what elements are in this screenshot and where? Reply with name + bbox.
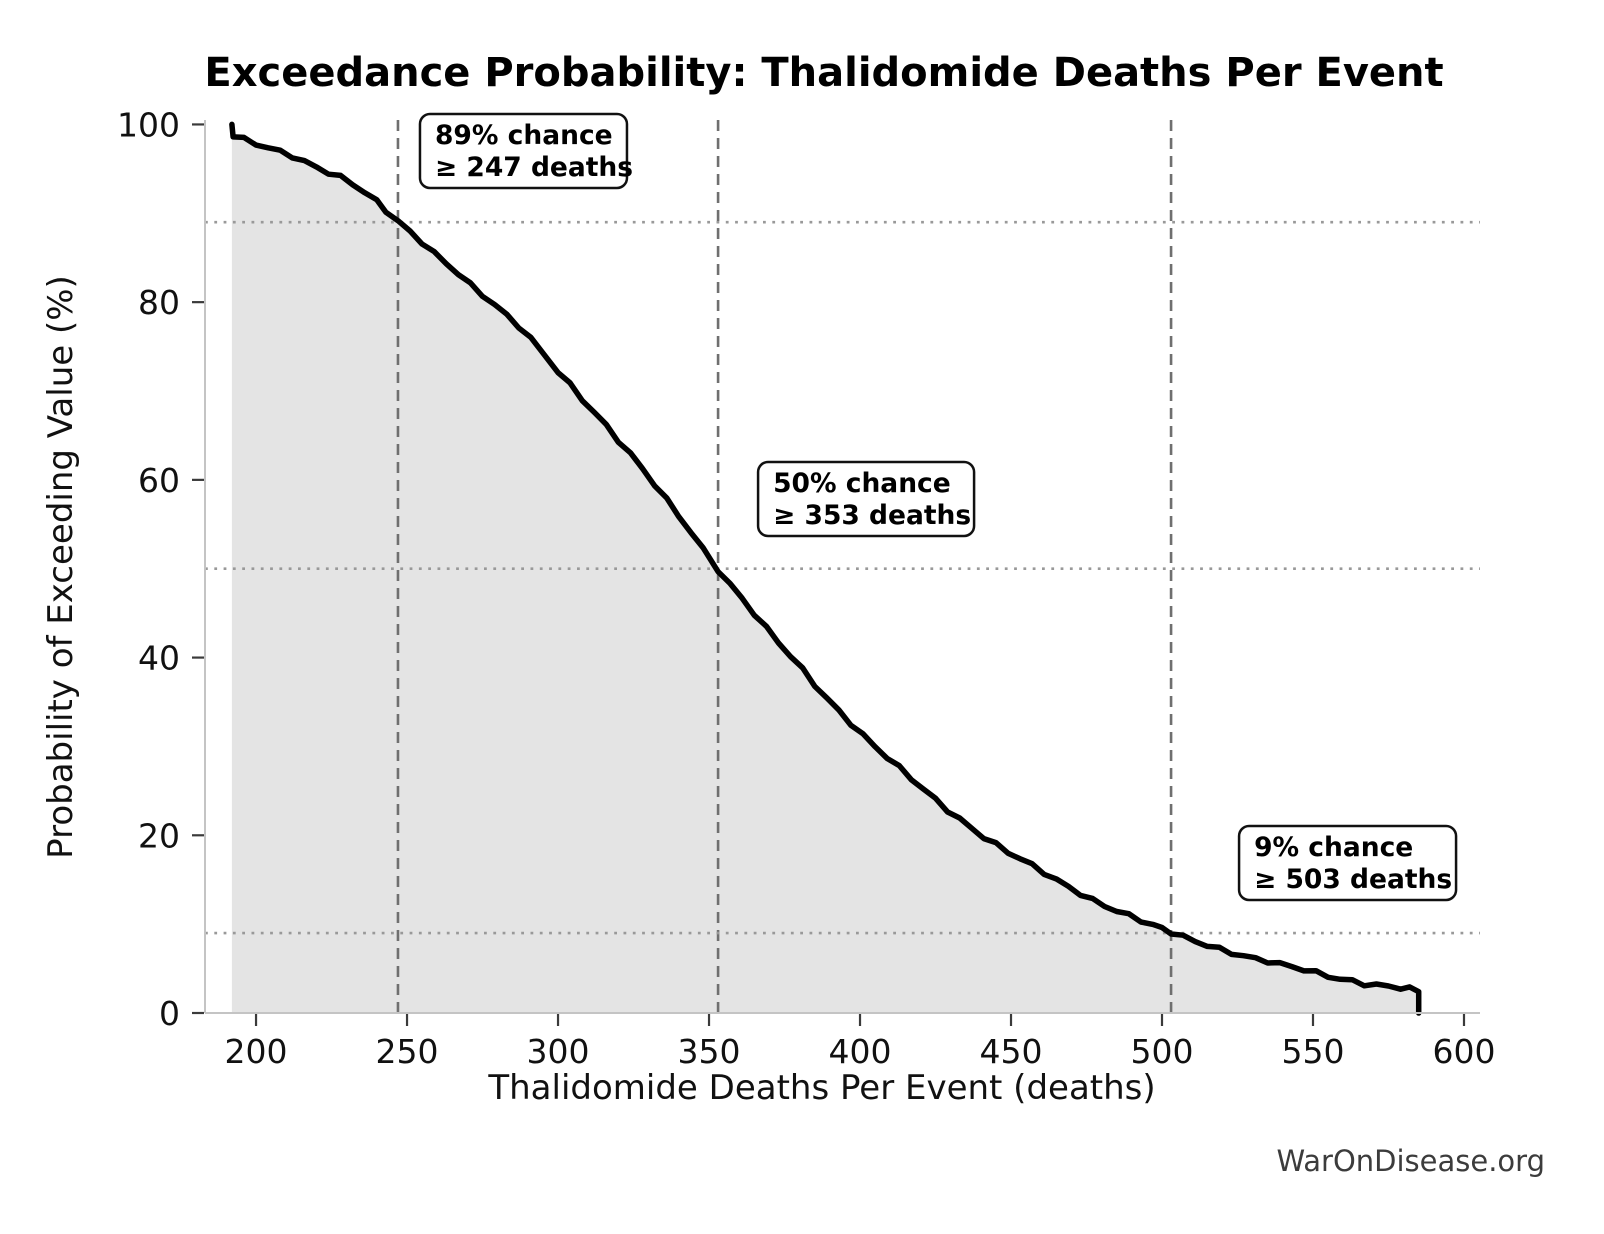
- x-axis-label: Thalidomide Deaths Per Event (deaths): [487, 1068, 1155, 1108]
- x-tick-label: 400: [829, 1032, 892, 1071]
- y-axis-label: Probability of Exceeding Value (%): [41, 275, 81, 859]
- x-tick-label: 550: [1281, 1032, 1344, 1071]
- reference-lines-group: [205, 120, 1480, 1013]
- annotation-label: ≥ 247 deaths: [435, 152, 633, 183]
- x-tick-label: 450: [980, 1032, 1043, 1071]
- curve-fill: [231, 124, 1419, 1013]
- exceedance-curve: [229, 121, 1422, 1016]
- x-tick-label: 300: [527, 1032, 590, 1071]
- curve-fill-group: [231, 124, 1419, 1013]
- x-tick-label: 250: [376, 1032, 439, 1071]
- annotation-box-247: [418, 112, 629, 190]
- y-tick-label: 40: [138, 639, 180, 678]
- annotation-label: ≥ 353 deaths: [773, 500, 971, 531]
- axes-group: 200 250 300 350 400 450 500 550 600 0 20 40 60 80 100: [117, 105, 1495, 1071]
- chart-title: Exceedance Probability: Thalidomide Deat…: [204, 50, 1443, 96]
- y-tick-label: 80: [138, 283, 180, 322]
- annotation-label: 50% chance: [773, 468, 951, 499]
- x-tick-label: 600: [1432, 1032, 1495, 1071]
- y-tick-label: 20: [138, 816, 180, 855]
- annotation-label: 89% chance: [435, 120, 613, 151]
- y-tick-label: 0: [159, 994, 180, 1033]
- y-tick-label: 60: [138, 461, 180, 500]
- x-tick-label: 200: [225, 1032, 288, 1071]
- annotation-box-503: [1237, 824, 1458, 902]
- x-tick-label: 350: [678, 1032, 741, 1071]
- annotation-box-353: [756, 460, 976, 538]
- curve-group: [229, 121, 1422, 1016]
- annotation-label: 9% chance: [1254, 832, 1413, 863]
- y-tick-label: 100: [117, 105, 180, 144]
- annotations-group: 89% chance≥ 247 deaths 50% chance≥ 353 de…: [418, 112, 1458, 902]
- x-tick-label: 500: [1131, 1032, 1194, 1071]
- watermark: WarOnDisease.org: [1276, 1144, 1545, 1178]
- annotation-label: ≥ 503 deaths: [1254, 864, 1452, 895]
